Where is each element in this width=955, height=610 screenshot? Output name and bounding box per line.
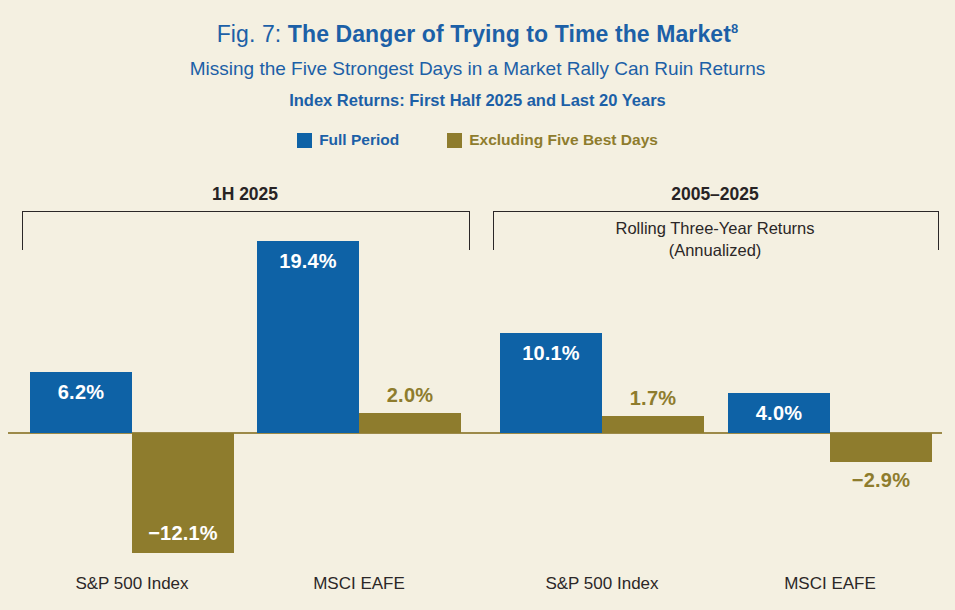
bar-excluding-five-best-days-msci-eafe-1 <box>359 413 461 433</box>
bracket-1h-2025 <box>22 211 470 250</box>
group-header-2005-2025: 2005–2025 <box>493 184 937 205</box>
figure-subtitle: Missing the Five Strongest Days in a Mar… <box>0 58 955 80</box>
figure-title: Fig. 7: The Danger of Trying to Time the… <box>0 21 955 48</box>
footnote-marker: 8 <box>731 21 738 36</box>
legend-item-full-period: Full Period <box>297 131 399 149</box>
legend: Full Period Excluding Five Best Days <box>0 131 955 149</box>
bar-value-label: 2.0% <box>359 384 461 407</box>
category-label-sp500-20y: S&P 500 Index <box>492 574 712 594</box>
bar-value-label: −2.9% <box>830 469 932 492</box>
bar-value-label: 6.2% <box>30 381 132 404</box>
legend-item-excluding-five-best-days: Excluding Five Best Days <box>447 131 658 149</box>
bar-value-label: 10.1% <box>500 342 602 365</box>
excluding-five-best-days-swatch-icon <box>447 133 462 148</box>
category-label-msci-eafe-20y: MSCI EAFE <box>720 574 940 594</box>
figure-caption: Index Returns: First Half 2025 and Last … <box>0 91 955 110</box>
group-header-1h-2025: 1H 2025 <box>22 184 468 205</box>
full-period-swatch-icon <box>297 133 312 148</box>
bar-value-label: 19.4% <box>257 250 359 273</box>
figure-number: Fig. 7: <box>217 21 282 47</box>
legend-label: Excluding Five Best Days <box>469 131 658 149</box>
chart-figure: Fig. 7: The Danger of Trying to Time the… <box>0 0 955 610</box>
bar-value-label: −12.1% <box>132 522 234 545</box>
bracket-note: Rolling Three-Year Returns (Annualized) <box>493 217 937 261</box>
bar-value-label: 1.7% <box>602 387 704 410</box>
bar-excluding-five-best-days-s-p-500-index-2 <box>602 416 704 433</box>
legend-label: Full Period <box>319 131 399 149</box>
bar-excluding-five-best-days-msci-eafe-3 <box>830 433 932 462</box>
category-label-sp500-1h: S&P 500 Index <box>22 574 242 594</box>
figure-title-text: The Danger of Trying to Time the Market <box>288 21 731 47</box>
category-label-msci-eafe-1h: MSCI EAFE <box>249 574 469 594</box>
bracket-note-line1: Rolling Three-Year Returns <box>493 217 937 239</box>
bar-value-label: 4.0% <box>728 402 830 425</box>
bracket-note-line2: (Annualized) <box>493 239 937 261</box>
